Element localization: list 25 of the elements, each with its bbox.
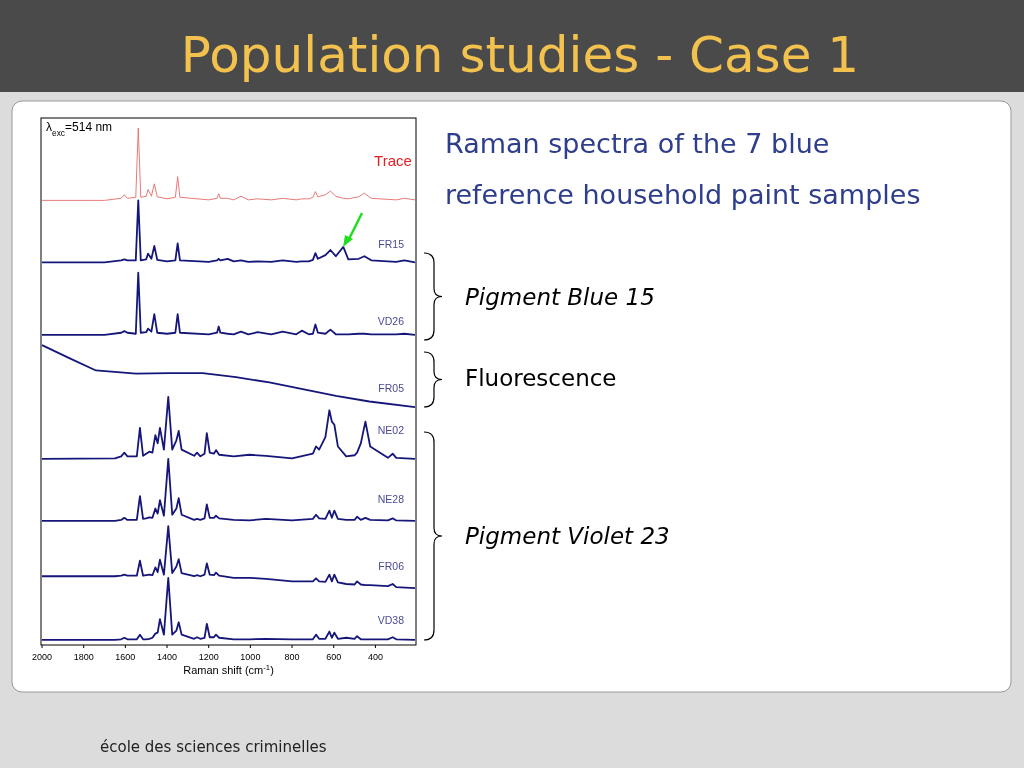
x-tick-label: 600 — [326, 652, 342, 662]
x-axis-title: Raman shift (cm$^{-1}$) — [183, 662, 274, 676]
text: école des sciences criminelles — [100, 738, 327, 756]
text: Pigment Blue 15 — [465, 284, 655, 310]
text: Raman spectra of the 7 blue reference household paint samples — [445, 128, 921, 210]
series-label: NE02 — [377, 424, 405, 436]
series-label: VD26 — [377, 315, 405, 327]
annotation: λ$_{exc}$=514 nm — [46, 120, 113, 138]
series-label: VD38 — [377, 614, 405, 626]
text: Fluorescence — [465, 365, 617, 391]
x-tick-label: 1400 — [157, 652, 178, 662]
x-tick-label: 1800 — [73, 652, 94, 662]
x-tick-label: 800 — [284, 652, 300, 662]
series-label: FR15 — [378, 238, 405, 250]
x-tick-label: 1000 — [240, 652, 261, 662]
series-label: FR06 — [378, 560, 405, 572]
series-label: FR05 — [378, 382, 405, 394]
x-tick-label: 2000 — [31, 652, 53, 662]
series-label: Trace — [374, 152, 412, 169]
x-tick-label: 400 — [367, 652, 383, 662]
text: Population studies - Case 1 — [180, 26, 860, 84]
x-tick-label: 1200 — [198, 652, 219, 662]
series-label: NE28 — [377, 493, 405, 505]
x-tick-label: 1600 — [115, 652, 136, 662]
text: Pigment Violet 23 — [465, 523, 670, 549]
